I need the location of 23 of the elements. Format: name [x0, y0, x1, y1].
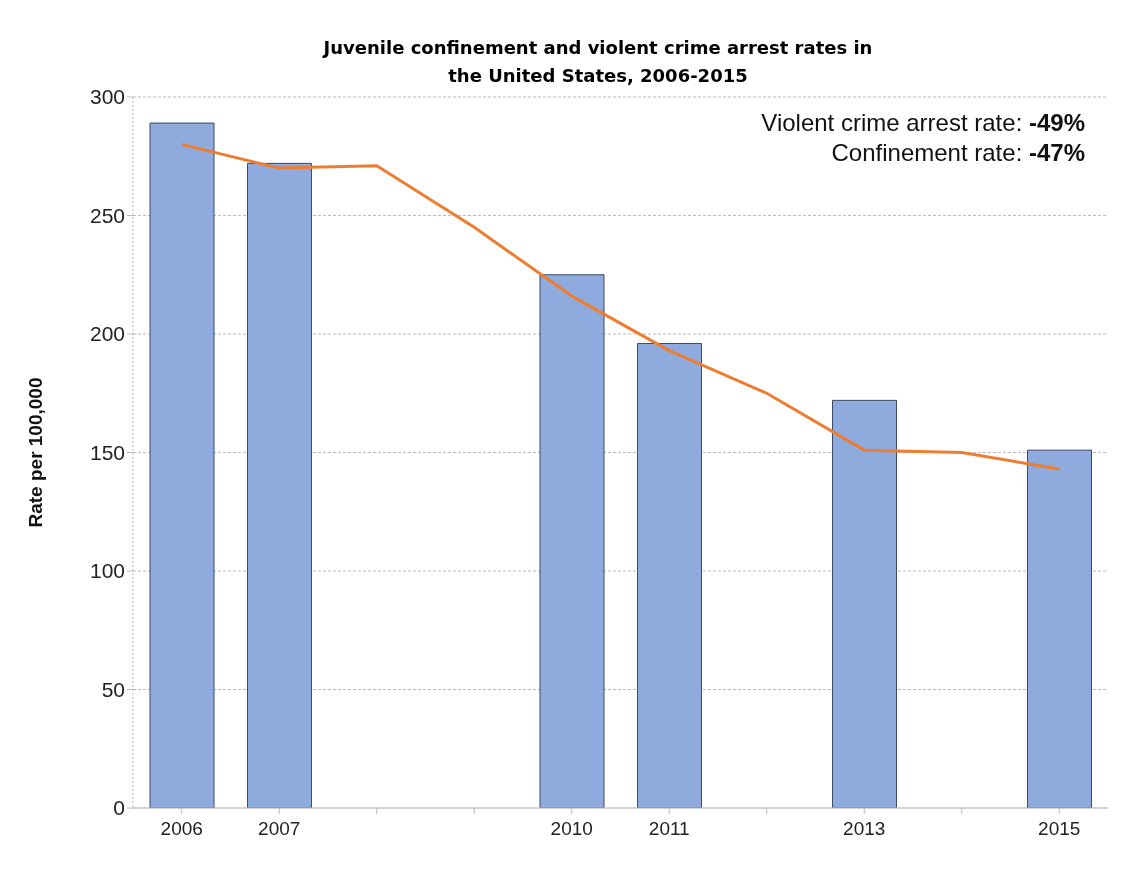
bar	[539, 274, 605, 808]
annotation: Confinement rate: -47%	[830, 138, 1085, 168]
y-tick-label: 250	[89, 203, 125, 227]
y-tick-label: 300	[89, 85, 125, 109]
bar	[247, 162, 312, 808]
bar	[832, 399, 897, 808]
x-tick-label: 2010	[550, 818, 593, 840]
chart-title: Juvenile confinement and violent crime arrest rates in the United States, 2006-2015	[321, 36, 874, 88]
annotation: Violent crime arrest rate: -49%	[761, 108, 1085, 138]
bar	[1027, 449, 1092, 808]
x-tick-label: 2006	[160, 818, 203, 840]
y-tick-label: 100	[89, 559, 125, 583]
bar	[149, 122, 215, 808]
y-tick-label: 50	[101, 677, 125, 701]
x-tick-label: 2013	[843, 818, 886, 840]
x-tick-label: 2011	[648, 818, 690, 840]
y-tick-label: 200	[89, 322, 125, 346]
bar	[637, 342, 702, 808]
y-tick-label: 0	[113, 796, 125, 820]
x-tick-label: 2015	[1038, 818, 1081, 840]
x-tick-label: 2007	[258, 818, 301, 840]
y-tick-label: 150	[89, 440, 125, 464]
y-axis-title: Rate per 100,000	[24, 377, 46, 528]
